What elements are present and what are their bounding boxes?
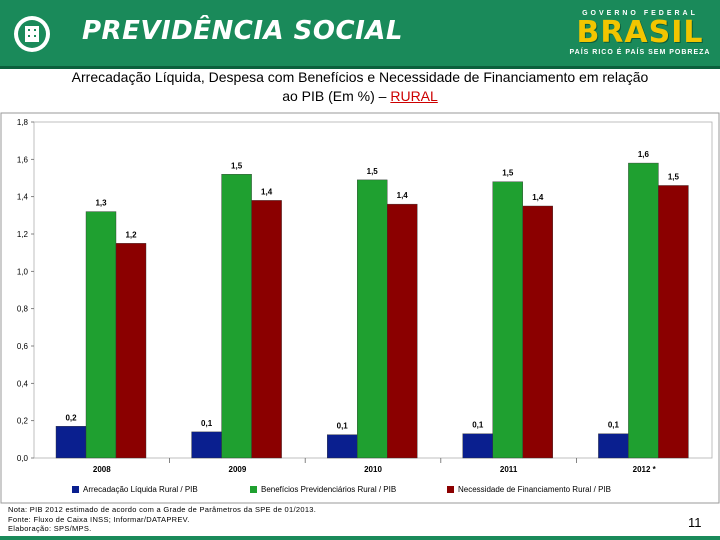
data-label: 1,5 — [367, 167, 379, 176]
bar — [462, 433, 493, 459]
note-line-3: Elaboração: SPS/MPS. — [8, 524, 92, 533]
bar — [85, 211, 117, 459]
y-tick-label: 0,0 — [17, 454, 29, 463]
title-line-2: ao PIB (Em %) – RURAL — [0, 87, 720, 106]
y-tick-label: 0,8 — [17, 305, 29, 314]
y-tick-label: 0,6 — [17, 342, 29, 351]
page-number: 11 — [688, 515, 702, 530]
data-label: 0,1 — [608, 421, 620, 430]
y-tick-label: 1,8 — [17, 118, 29, 127]
data-label: 0,1 — [201, 419, 213, 428]
x-tick-label: 2012 * — [633, 465, 657, 474]
gov-brasil: BRASIL — [576, 15, 704, 50]
footnotes: Nota: PIB 2012 estimado de acordo com a … — [8, 505, 316, 534]
y-tick-label: 1,6 — [17, 155, 29, 164]
header-bar: PREVIDÊNCIA SOCIAL GOVERNO FEDERAL BRASI… — [0, 0, 720, 69]
data-label: 1,4 — [261, 187, 273, 196]
data-label: 0,1 — [337, 422, 349, 431]
legend-swatch — [447, 486, 454, 493]
data-label: 0,1 — [472, 421, 484, 430]
data-label: 1,2 — [125, 230, 137, 239]
y-tick-label: 1,2 — [17, 230, 29, 239]
bar — [598, 433, 629, 459]
data-label: 0,2 — [65, 413, 77, 422]
note-line-1: Nota: PIB 2012 estimado de acordo com a … — [8, 505, 317, 514]
y-tick-label: 1,4 — [17, 193, 29, 202]
y-tick-label: 1,0 — [17, 267, 29, 276]
legend-swatch — [250, 486, 257, 493]
bar — [357, 179, 388, 459]
data-label: 1,4 — [532, 193, 544, 202]
bar — [492, 181, 523, 459]
legend-label: Necessidade de Financiamento Rural / PIB — [458, 485, 611, 494]
title-line-1: Arrecadação Líquida, Despesa com Benefíc… — [71, 69, 649, 85]
header-stripe — [0, 66, 720, 69]
data-label: 1,5 — [231, 161, 243, 170]
title-line-2-text: ao PIB (Em %) – — [282, 88, 391, 104]
data-label: 1,6 — [638, 150, 650, 159]
page-title: Arrecadação Líquida, Despesa com Benefíc… — [0, 68, 720, 106]
legend-label: Arrecadação Líquida Rural / PIB — [83, 485, 198, 494]
y-tick-label: 0,2 — [17, 417, 29, 426]
data-label: 1,5 — [668, 172, 680, 181]
legend-swatch — [72, 486, 79, 493]
gov-slogan: PAÍS RICO É PAÍS SEM POBREZA — [569, 49, 711, 56]
title-accent: RURAL — [390, 88, 438, 104]
bar — [221, 174, 252, 459]
bar — [55, 426, 87, 459]
bar-chart: 0,0 0,2 0,4 0,6 0,8 1,0 1,2 1,4 1,6 1,8 0,2 1,3 1,2 2… — [0, 112, 720, 504]
bar — [327, 434, 358, 459]
x-tick-label: 2011 — [500, 465, 518, 474]
note-line-2: Fonte: Fluxo de Caixa INSS; Informar/DAT… — [8, 514, 190, 524]
bar — [251, 200, 282, 459]
previdencia-logo-icon — [14, 16, 50, 52]
bar — [628, 162, 659, 459]
x-tick-label: 2008 — [93, 465, 111, 474]
x-tick-label: 2009 — [229, 465, 247, 474]
gov-label: GOVERNO FEDERAL — [582, 10, 698, 17]
brand-title: PREVIDÊNCIA SOCIAL — [82, 16, 403, 46]
data-label: 1,3 — [95, 199, 107, 208]
governo-federal-logo: GOVERNO FEDERAL BRASIL PAÍS RICO É PAÍS … — [566, 10, 714, 56]
chart-frame — [0, 112, 720, 504]
bar — [191, 431, 222, 459]
data-label: 1,5 — [502, 169, 514, 178]
legend-label: Benefícios Previdenciários Rural / PIB — [261, 485, 396, 494]
bar — [658, 185, 689, 459]
bar — [387, 203, 418, 459]
bar — [522, 205, 553, 459]
bar — [115, 243, 147, 459]
x-tick-label: 2010 — [364, 465, 382, 474]
data-label: 1,4 — [397, 191, 409, 200]
bottom-bar — [0, 536, 720, 540]
y-tick-label: 0,4 — [17, 379, 29, 388]
